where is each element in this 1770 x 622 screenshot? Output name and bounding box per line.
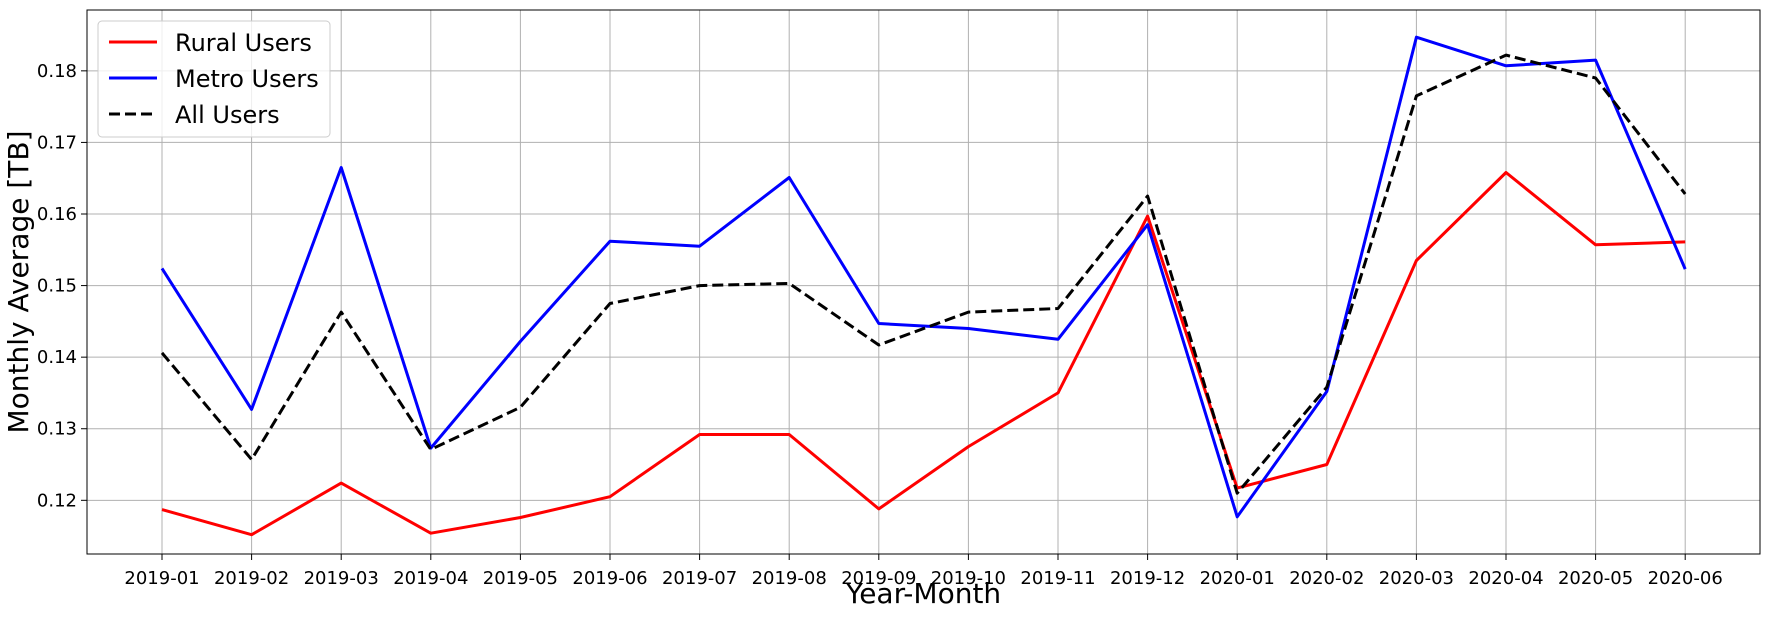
x-tick-label: 2019-03: [304, 568, 379, 589]
series-line-all-users: [160, 53, 1687, 495]
y-tick-label: 0.16: [37, 204, 77, 225]
legend-label: Metro Users: [175, 65, 319, 93]
x-tick-label: 2019-01: [124, 568, 199, 589]
y-tick-label: 0.13: [37, 419, 77, 440]
y-tick-label: 0.12: [37, 490, 77, 511]
x-tick-label: 2019-10: [931, 568, 1006, 589]
x-tick-label: 2020-03: [1379, 568, 1454, 589]
plot-frame: [86, 9, 1761, 555]
legend-box: [97, 20, 331, 138]
legend-label: Rural Users: [175, 29, 312, 57]
x-axis-label: Year-Month: [845, 577, 1001, 610]
y-tick-label: 0.14: [37, 347, 77, 368]
x-tick-label: 2019-08: [752, 568, 827, 589]
series-line-rural-users: [161, 171, 1686, 537]
y-tick-label: 0.18: [37, 61, 77, 82]
grid: [87, 10, 1760, 554]
x-tick-label: 2020-06: [1648, 568, 1723, 589]
legend: Rural Users Metro Users All Users: [97, 20, 331, 138]
x-tick-label: 2019-09: [841, 568, 916, 589]
y-tick-label: 0.17: [37, 132, 77, 153]
series-line-metro-users: [160, 35, 1687, 519]
x-tick-label: 2020-02: [1289, 568, 1364, 589]
series-lines: [160, 35, 1687, 537]
x-tick-label: 2020-04: [1468, 568, 1543, 589]
y-axis-ticks: 0.12 0.13 0.14 0.15 0.16 0.17 0.18: [37, 61, 87, 511]
x-tick-label: 2020-01: [1200, 568, 1275, 589]
legend-label: All Users: [175, 101, 280, 129]
legend-items: Rural Users Metro Users All Users: [109, 29, 319, 129]
y-axis-label: Monthly Average [TB]: [2, 130, 35, 433]
x-axis-ticks: 2019-01 2019-02 2019-03 2019-04 2019-05 2019-…: [124, 554, 1723, 589]
x-tick-label: 2019-04: [393, 568, 468, 589]
x-tick-label: 2020-05: [1558, 568, 1633, 589]
y-tick-label: 0.15: [37, 276, 77, 297]
x-tick-label: 2019-12: [1110, 568, 1185, 589]
x-tick-label: 2019-02: [214, 568, 289, 589]
x-tick-label: 2019-11: [1020, 568, 1095, 589]
x-tick-label: 2019-07: [662, 568, 737, 589]
x-tick-label: 2019-05: [483, 568, 558, 589]
x-tick-label: 2019-06: [572, 568, 647, 589]
